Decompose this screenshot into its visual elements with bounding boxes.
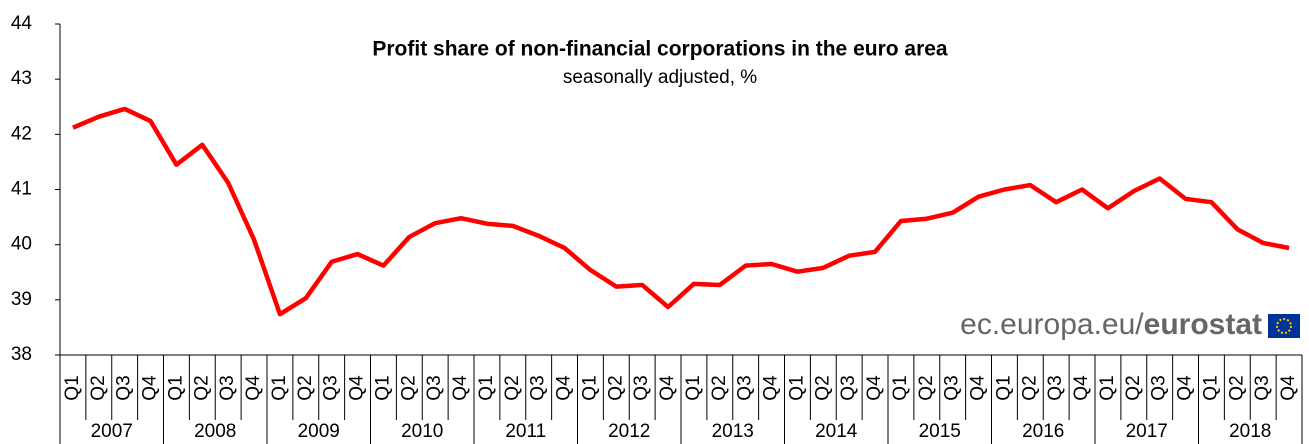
x-tick-label: Q1 xyxy=(890,375,911,400)
x-tick-label: Q4 xyxy=(1175,375,1196,401)
x-tick-label: Q2 xyxy=(295,375,316,400)
x-tick-label: Q3 xyxy=(114,375,135,400)
x-tick-label: Q3 xyxy=(217,375,238,400)
y-tick-label: 43 xyxy=(11,68,32,89)
data-line xyxy=(72,106,1290,317)
x-tick-label: Q1 xyxy=(579,375,600,400)
x-tick-label: Q2 xyxy=(1226,375,1247,400)
x-tick-label: Q1 xyxy=(683,375,704,400)
x-tick-label: Q3 xyxy=(528,375,549,400)
x-tick-label: Q4 xyxy=(554,375,575,401)
x-tick-label: Q3 xyxy=(942,375,963,400)
x-tick-label: Q2 xyxy=(1123,375,1144,400)
x-tick-label: Q2 xyxy=(398,375,419,400)
year-label: 2017 xyxy=(1126,421,1168,442)
year-label: 2016 xyxy=(1022,421,1064,442)
year-label: 2010 xyxy=(401,421,443,442)
x-tick-label: Q1 xyxy=(1097,375,1118,400)
x-tick-label: Q3 xyxy=(1045,375,1066,400)
year-label: 2018 xyxy=(1229,421,1271,442)
x-tick-label: Q2 xyxy=(605,375,626,400)
y-tick-label: 41 xyxy=(11,179,32,200)
x-tick-label: Q2 xyxy=(88,375,109,400)
year-label: 2013 xyxy=(712,421,754,442)
x-tick-label: Q2 xyxy=(916,375,937,400)
x-tick-label: Q4 xyxy=(864,375,885,401)
x-tick-label: Q2 xyxy=(1019,375,1040,400)
x-tick-label: Q3 xyxy=(424,375,445,400)
x-tick-label: Q2 xyxy=(709,375,730,400)
year-label: 2008 xyxy=(194,421,236,442)
chart-title: Profit share of non-financial corporatio… xyxy=(372,38,948,61)
x-tick-label: Q1 xyxy=(62,375,83,400)
eu-flag xyxy=(1268,314,1300,338)
x-tick-label: Q1 xyxy=(993,375,1014,400)
y-tick-label: 38 xyxy=(11,344,32,365)
y-tick-label: 44 xyxy=(11,13,33,34)
year-label: 2007 xyxy=(91,421,133,442)
x-tick-label: Q1 xyxy=(786,375,807,400)
x-tick-label: Q4 xyxy=(1278,375,1299,401)
year-label: 2009 xyxy=(298,421,340,442)
x-tick-label: Q1 xyxy=(1200,375,1221,400)
x-tick-label: Q2 xyxy=(812,375,833,400)
year-label: 2015 xyxy=(919,421,961,442)
year-label: 2014 xyxy=(815,421,858,442)
y-tick-label: 42 xyxy=(11,123,32,144)
x-tick-label: Q4 xyxy=(1071,375,1092,401)
x-tick-label: Q2 xyxy=(191,375,212,400)
x-tick-label: Q4 xyxy=(243,375,264,401)
watermark: ec.europa.eu/eurostat xyxy=(960,308,1262,341)
flag-stars xyxy=(1276,318,1292,334)
x-tick-label: Q4 xyxy=(347,375,368,401)
x-tick-label: Q3 xyxy=(1149,375,1170,400)
y-tick-label: 39 xyxy=(11,289,32,310)
x-tick-label: Q4 xyxy=(657,375,678,401)
x-tick-label: Q4 xyxy=(450,375,471,401)
x-tick-label: Q3 xyxy=(631,375,652,400)
watermark-prefix: ec.europa.eu/ xyxy=(960,308,1144,341)
x-tick-label: Q3 xyxy=(735,375,756,400)
x-tick-label: Q4 xyxy=(140,375,161,401)
watermark-brand: eurostat xyxy=(1144,308,1262,341)
x-tick-label: Q2 xyxy=(502,375,523,400)
x-tick-label: Q4 xyxy=(968,375,989,401)
x-tick-label: Q3 xyxy=(321,375,342,400)
x-tick-label: Q1 xyxy=(165,375,186,400)
year-label: 2012 xyxy=(608,421,650,442)
x-tick-label: Q3 xyxy=(1252,375,1273,400)
flag xyxy=(1268,314,1300,338)
x-tick-label: Q3 xyxy=(838,375,859,400)
y-tick-label: 40 xyxy=(11,234,32,255)
x-tick-label: Q1 xyxy=(372,375,393,400)
x-tick-label: Q4 xyxy=(761,375,782,401)
chart-subtitle: seasonally adjusted, % xyxy=(563,67,757,88)
x-tick-label: Q1 xyxy=(269,375,290,400)
x-tick-label: Q1 xyxy=(476,375,497,400)
year-label: 2011 xyxy=(505,421,546,442)
